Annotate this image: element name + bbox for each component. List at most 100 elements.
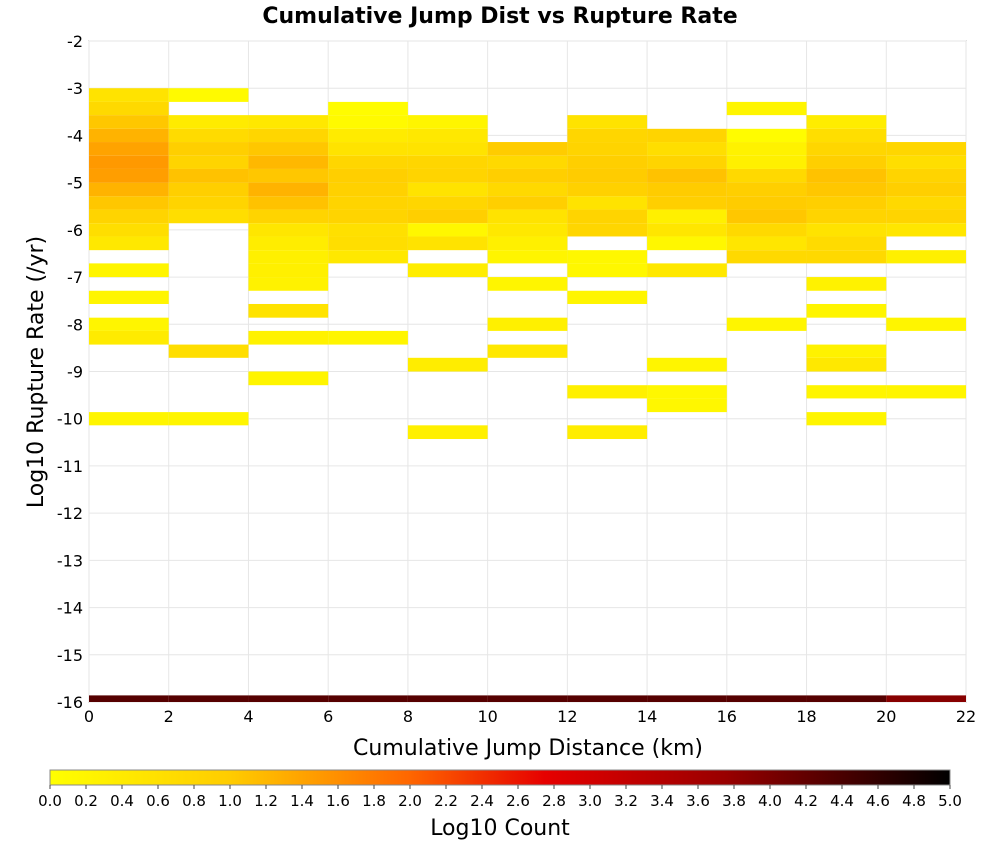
heatmap-cell [328,695,408,702]
heatmap-cell [647,695,727,702]
heatmap-cell [328,155,408,169]
x-tick-label: 18 [796,707,816,726]
heatmap-cell [328,196,408,210]
heatmap-cell [168,412,249,426]
heatmap-cell [487,182,568,197]
x-tick-label: 6 [323,707,333,726]
x-axis-ticks: 0 2 4 6 8 10 12 14 16 18 20 22 [84,707,976,726]
heatmap-cell [806,303,887,318]
heatmap-cell [248,182,329,197]
heatmap-cell [647,182,727,197]
heatmap-cell [89,101,169,116]
colorbar-tick-label: 0.8 [182,792,206,810]
heatmap-cell [168,209,249,224]
heatmap-cell [647,196,727,210]
heatmap-cell [248,155,329,169]
x-tick-label: 4 [243,707,253,726]
heatmap-cell [328,168,408,183]
heatmap-cell [806,142,887,156]
heatmap-cell [407,695,488,702]
heatmap-cell [806,357,887,372]
heatmap-cell [328,182,408,197]
heatmap-cell [248,236,329,251]
heatmap-cell [168,88,249,102]
heatmap-cell [647,142,727,156]
x-tick-label: 16 [717,707,737,726]
heatmap-cell [89,236,169,251]
heatmap-cell [328,128,408,143]
colorbar-tick-label: 3.4 [650,792,674,810]
colorbar-tick-label: 3.2 [614,792,638,810]
x-tick-label: 2 [164,707,174,726]
heatmap-cell [248,277,329,291]
heatmap-cell [89,412,169,426]
heatmap-cell [567,695,648,702]
y-tick-label: -9 [67,363,83,382]
heatmap-cell [886,317,966,331]
colorbar-tick-label: 2.2 [434,792,458,810]
heatmap-cell [806,412,887,426]
y-tick-label: -3 [67,79,83,98]
heatmap-cell [168,182,249,197]
colorbar-tick-label: 2.0 [398,792,422,810]
heatmap-cell [806,277,887,291]
heatmap-cell [726,223,807,237]
x-tick-label: 12 [557,707,577,726]
heatmap-cells [89,88,966,702]
heatmap-cell [168,196,249,210]
x-tick-label: 20 [876,707,896,726]
y-axis-ticks: -2 -3 -4 -5 -6 -7 -8 -9 -10 -11 -12 -13 -14 -15 -16 [57,32,83,712]
heatmap-cell [248,223,329,237]
heatmap-cell [407,357,488,372]
heatmap-cell [726,250,807,264]
heatmap-cell [886,209,966,224]
heatmap-cell [726,128,807,143]
colorbar-tick-label: 1.8 [362,792,386,810]
x-tick-label: 22 [956,707,976,726]
heatmap-cell [487,155,568,169]
chart-title: Cumulative Jump Dist vs Rupture Rate [262,4,737,29]
heatmap-cell [328,209,408,224]
heatmap-cell [726,155,807,169]
heatmap-cell [328,250,408,264]
heatmap-cell [567,209,648,224]
heatmap-cell [806,385,887,399]
heatmap-cell [647,223,727,237]
heatmap-cell [886,142,966,156]
heatmap-cell [248,250,329,264]
y-tick-label: -2 [67,32,83,51]
x-axis-label: Cumulative Jump Distance (km) [353,736,703,761]
heatmap-cell [89,168,169,183]
heatmap-cell [487,250,568,264]
heatmap-cell [647,209,727,224]
heatmap-cell [89,155,169,169]
heatmap-cell [248,142,329,156]
heatmap-cell [407,425,488,440]
colorbar-tick-label: 4.2 [794,792,818,810]
colorbar-label: Log10 Count [430,816,570,841]
colorbar-tick-label: 0.2 [74,792,98,810]
heatmap-cell [89,182,169,197]
heatmap-cell [89,330,169,345]
colorbar [49,769,951,786]
heatmap-cell [89,209,169,224]
heatmap-cell [647,155,727,169]
heatmap-cell [567,142,648,156]
x-tick-label: 14 [637,707,657,726]
heatmap-cell [248,330,329,345]
heatmap-cell [886,196,966,210]
heatmap-cell [89,88,169,102]
heatmap-cell [567,168,648,183]
heatmap-cell [248,695,329,702]
heatmap-cell [886,250,966,264]
heatmap-cell [567,128,648,143]
heatmap-cell [248,209,329,224]
colorbar-tick-label: 3.0 [578,792,602,810]
heatmap-cell [886,168,966,183]
heatmap-cell [567,385,648,399]
y-tick-label: -16 [57,693,83,712]
heatmap-cell [328,236,408,251]
colorbar-tick-label: 2.6 [506,792,530,810]
heatmap-cell [726,209,807,224]
heatmap-cell [567,250,648,264]
